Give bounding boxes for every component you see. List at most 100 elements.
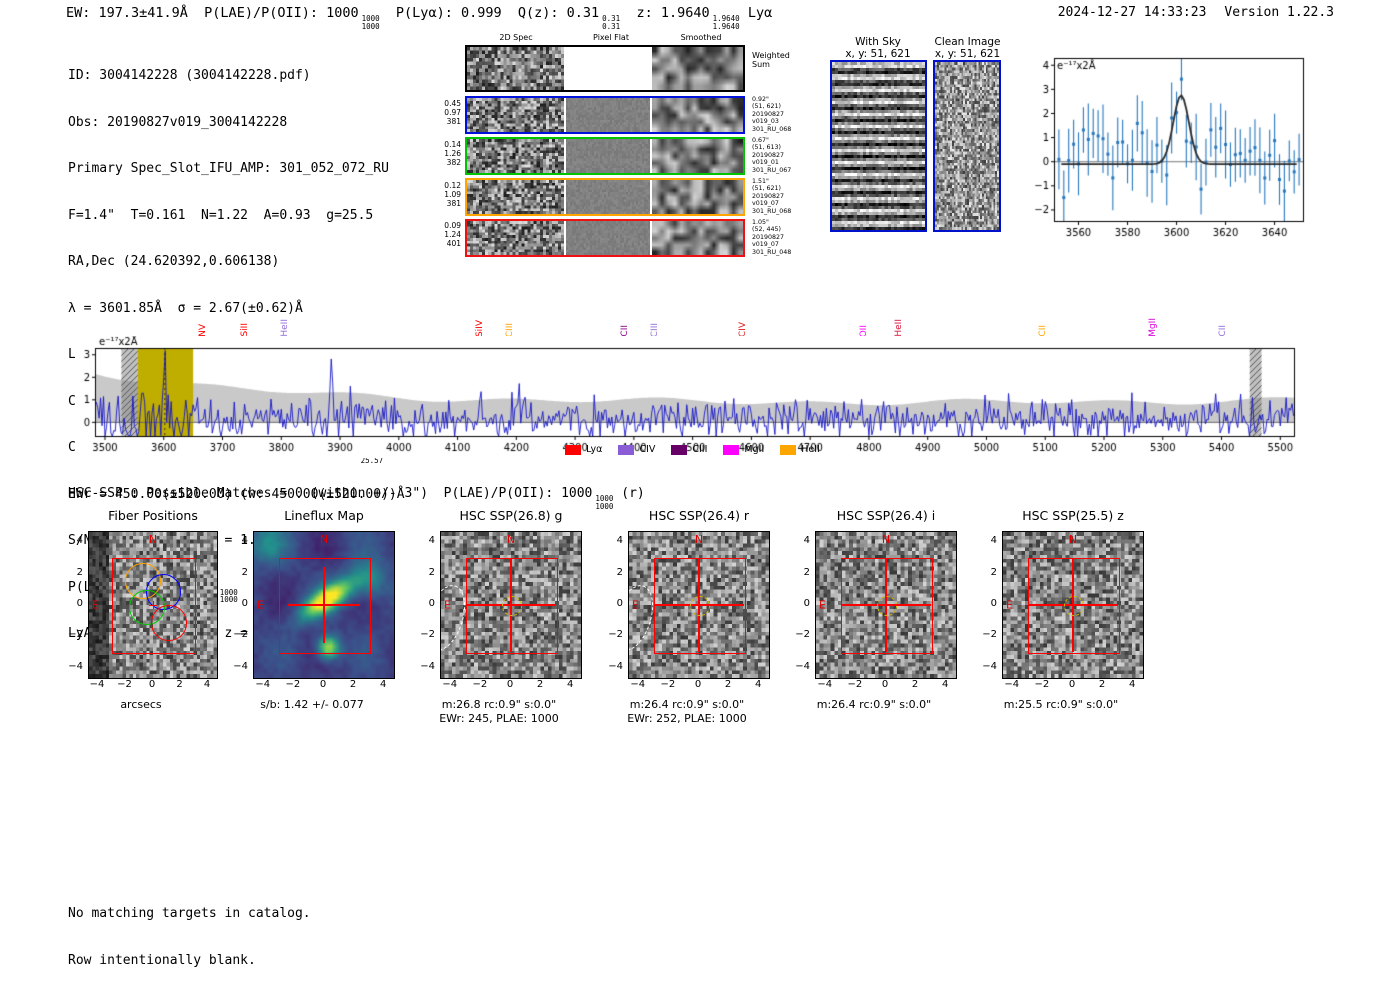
- y-tick-label: 4: [803, 535, 810, 547]
- compass-north-label: N: [881, 533, 891, 546]
- x-tick-label: 0: [506, 679, 514, 690]
- line-label-text: HeII: [894, 319, 905, 337]
- fiber-weight-labels: 0.14 1.26 382: [444, 140, 461, 167]
- y-tick-label: 2: [241, 566, 248, 578]
- clean-image: [935, 62, 999, 230]
- compass-east-label: E: [257, 598, 264, 612]
- y-tick-label: 0: [76, 598, 83, 609]
- legend-swatch-lya: [565, 444, 582, 455]
- spec2d-image: [467, 221, 564, 255]
- y-tick-label: −4: [233, 660, 248, 672]
- line-label-civ: CIV: [738, 297, 748, 337]
- timestamp: 2024-12-27 14:33:23: [1057, 5, 1207, 20]
- x-tick-label: −2: [117, 679, 132, 690]
- x-tick-label: 0: [1068, 679, 1076, 690]
- panel-caption: s/b: 1.42 +/- 0.077: [260, 698, 364, 711]
- spec2d-image: [467, 180, 564, 214]
- info-text: EWr = 450.00(±520.00) (w: 450.00(±520.00…: [68, 486, 405, 502]
- compass-north-label: N: [694, 533, 704, 546]
- smoothed-image: [652, 180, 743, 214]
- info-line-id: ID: 3004142228 (3004142228.pdf): [68, 68, 407, 84]
- y-tick-label: −2: [982, 629, 997, 641]
- compass-east-label: E: [92, 598, 99, 612]
- x-tick-label: 0: [694, 679, 702, 690]
- y-tick-label: −4: [68, 660, 83, 672]
- compass-north-label: N: [506, 533, 516, 546]
- spec2d-exposure-row: [465, 137, 745, 175]
- panel-coords: x, y: 51, 621: [934, 48, 1001, 60]
- y-tick-label: 4: [428, 535, 435, 547]
- line-label-text: SiIV: [474, 319, 485, 337]
- fiber-annotation: 0.67" (51, 613) 20190827 v019_01 301_RU_…: [752, 137, 792, 174]
- extraction-box: [1027, 557, 1121, 655]
- y-tick-label: 2: [76, 566, 83, 578]
- y-tick-label: 0: [616, 598, 623, 609]
- weighted-sum-label: Weighted Sum: [752, 51, 790, 69]
- hsc-match-line: HSC-SSP : Possible Matches = 0 (within +…: [68, 486, 645, 510]
- compass-north-label: N: [1068, 533, 1078, 546]
- report-meta: 2024-12-27 14:33:23 Version 1.22.3: [1058, 5, 1334, 20]
- x-tick-label: −2: [660, 679, 676, 690]
- info-text: RA,Dec (24.620392,0.606138): [68, 254, 280, 269]
- y-tick-label: −2: [68, 629, 83, 641]
- line-label-cii: CII: [1218, 297, 1228, 337]
- spec2d-weighted-row: [465, 45, 745, 92]
- x-tick-label: −2: [285, 679, 301, 690]
- with-sky-image: [832, 62, 925, 230]
- x-tick-label: −4: [255, 679, 271, 690]
- qz-range: 0.31 0.31: [602, 15, 620, 30]
- plae-min: 1000: [361, 21, 380, 31]
- panel-xlabel: arcsecs: [120, 698, 162, 711]
- footer-line: No matching targets in catalog.: [68, 906, 311, 921]
- legend-item-heii: HeII: [780, 444, 820, 455]
- panel-caption: m:26.4 rc:0.9" s:0.0": [816, 698, 932, 711]
- legend-label: Lyα: [586, 444, 603, 455]
- spec2d-exposure-row: [465, 219, 745, 257]
- y-tick-label: −4: [795, 660, 810, 672]
- pixelflat-image: [566, 98, 650, 132]
- clean-image-title: Clean Image x, y: 51, 621: [920, 36, 1015, 60]
- legend-swatch-mgii: [723, 444, 740, 455]
- x-tick-label: −4: [817, 679, 833, 690]
- x-tick-label: 2: [724, 679, 732, 690]
- spec2d-image: [467, 139, 564, 173]
- fiber-weight-labels: 0.45 0.97 381: [444, 99, 461, 126]
- x-tick-label: −4: [442, 679, 458, 690]
- y-tick-label: 4: [241, 535, 248, 547]
- compass-north-label: N: [319, 533, 329, 546]
- col-header-pixelflat: Pixel Flat: [593, 33, 629, 42]
- spec-2d-cutouts: 2D Spec Pixel Flat Smoothed Weighted Sum…: [444, 33, 825, 259]
- center-marker: [152, 601, 154, 609]
- y-tick-label: 2: [990, 566, 997, 578]
- hsc-plae-range: 1000 1000: [595, 494, 614, 511]
- fiber-weight-labels: 0.09 1.24 401: [444, 221, 461, 248]
- panel-caption: m:25.5 rc:0.9" s:0.0": [1003, 698, 1119, 711]
- y-tick-label: 0: [241, 598, 248, 609]
- x-tick-label: 4: [942, 679, 949, 690]
- legend-label: HeII: [801, 444, 820, 455]
- line-label-cii: CII: [1038, 297, 1048, 337]
- compass-east-label: E: [1006, 598, 1013, 612]
- legend-label: MgII: [744, 444, 765, 455]
- x-tick-label: −4: [89, 679, 105, 690]
- col-header-2dspec: 2D Spec: [499, 33, 533, 42]
- y-tick-label: 4: [990, 535, 997, 547]
- info-text: Primary Spec_Slot_IFU_AMP: 301_052_072_R…: [68, 161, 389, 176]
- line-label-siiv: SiIV: [475, 297, 485, 337]
- line-label-text: CIV: [737, 321, 748, 337]
- smoothed-image: [652, 98, 743, 132]
- line-fit-chart: [1030, 50, 1310, 248]
- line-label-oii: OII: [859, 297, 869, 337]
- aperture-circle: [876, 595, 898, 617]
- footer-notes: No matching targets in catalog. Row inte…: [68, 875, 311, 984]
- spectrum-legend: Lyα CIV CIII MgII HeII: [75, 444, 1310, 455]
- x-tick-label: 0: [148, 679, 156, 690]
- panel-title: HSC SSP(26.4) r: [648, 508, 750, 523]
- hsc-match-suffix: (r): [613, 486, 645, 501]
